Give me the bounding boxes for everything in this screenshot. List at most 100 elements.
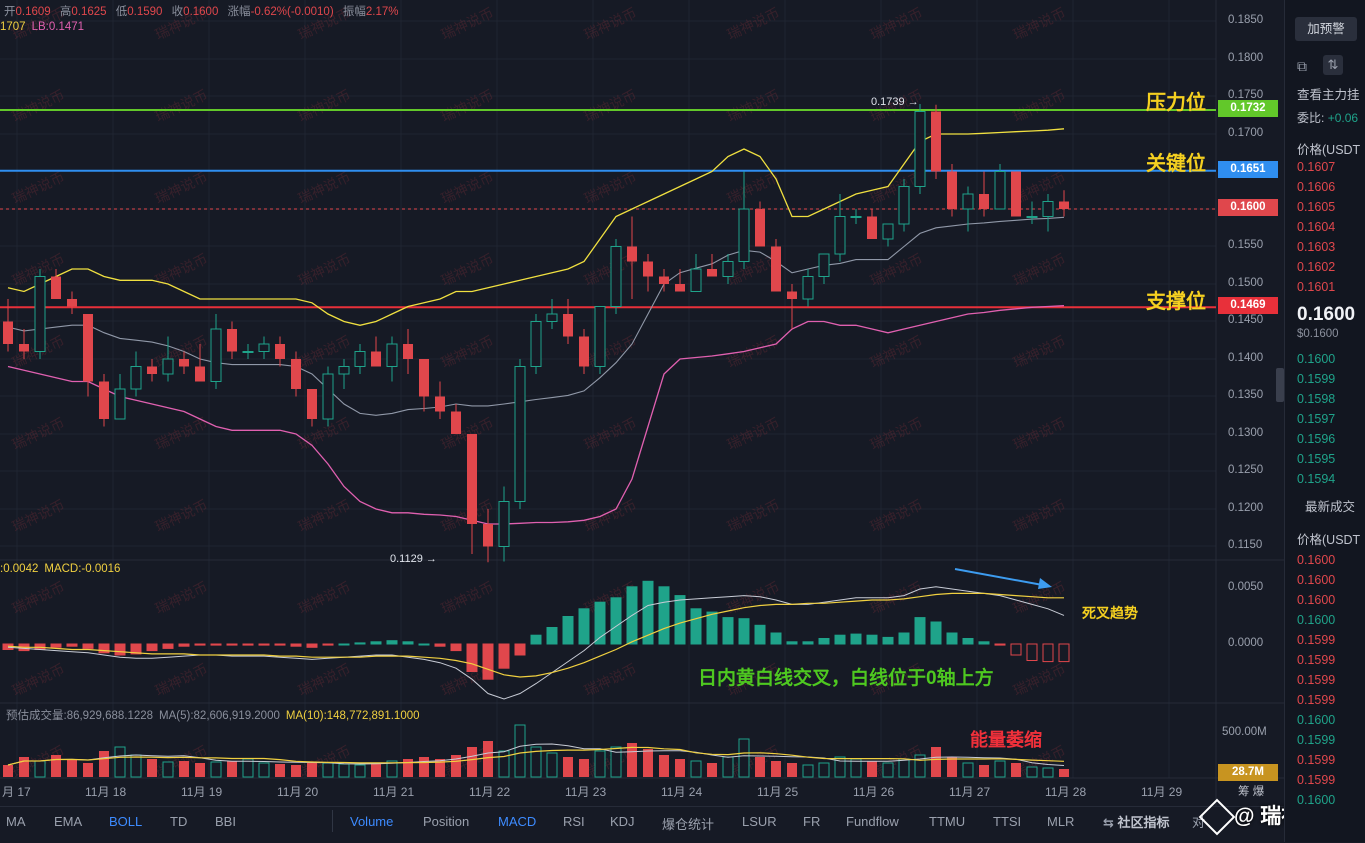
order-ratio: 委比: +0.06 (1297, 109, 1358, 126)
price-axis-tick: 0.1350 (1228, 389, 1264, 401)
candle-body (722, 261, 734, 277)
candle-body (114, 388, 126, 420)
low-label: 低 (115, 6, 128, 18)
ask-price[interactable]: 0.1606 (1297, 180, 1336, 194)
volume-bar (610, 746, 622, 778)
compare-button[interactable]: 对 (1192, 815, 1206, 830)
volume-bar (979, 765, 989, 777)
chart-area[interactable]: 瑞神说币 瑞神说币 瑞神说币 瑞神说币 瑞神说币 瑞神说币 瑞神说币 瑞神说币 瑞神说币 瑞神说币… (0, 0, 1284, 842)
macd-bar (354, 642, 366, 645)
ask-price[interactable]: 0.1605 (1297, 200, 1336, 214)
volume-bar (675, 759, 685, 777)
community-indicator-label: 社区指标 (1117, 815, 1170, 830)
bid-price[interactable]: 0.1595 (1297, 452, 1336, 466)
top-right-toggles[interactable]: 筹 爆 (1238, 786, 1265, 798)
candle-body (834, 216, 846, 255)
orderbook-mode-icon[interactable]: ⧉ (1297, 58, 1307, 74)
macd-bar (674, 595, 686, 645)
resistance-annotation: 压力位 (1146, 92, 1206, 114)
indicator-tab-td[interactable]: TD (170, 814, 188, 829)
date-axis-tick: 11月 21 (373, 785, 415, 799)
indicator-tab-3[interactable]: RSI (563, 814, 585, 829)
candle-body (227, 329, 237, 352)
candle-body (594, 306, 606, 367)
date-axis-tick: 11月 27 (949, 785, 991, 799)
indicator-tab-11[interactable]: MLR (1047, 814, 1075, 829)
ask-price[interactable]: 0.1601 (1297, 280, 1336, 294)
candle-body (51, 276, 61, 299)
trade-price: 0.1599 (1297, 633, 1336, 647)
boll-ub: 1707 (0, 21, 26, 33)
add-alert-button[interactable]: 加预警 (1295, 17, 1357, 41)
volume-bar (1026, 766, 1038, 778)
macd-bar (690, 608, 702, 645)
indicator-tab-ma[interactable]: MA (6, 814, 26, 829)
indicator-tab-10[interactable]: TTSI (993, 814, 1022, 829)
candle-body (787, 291, 797, 299)
ask-price[interactable]: 0.1604 (1297, 220, 1336, 234)
panel-collapse-handle[interactable] (1276, 368, 1284, 402)
volume-bar (210, 761, 222, 778)
date-axis-tick: 11月 24 (661, 785, 703, 799)
bid-price[interactable]: 0.1597 (1297, 412, 1336, 426)
candle-body (83, 314, 93, 382)
macd-bar (434, 643, 446, 647)
indicator-tab-6[interactable]: LSUR (742, 814, 777, 829)
indicator-tab-7[interactable]: FR (803, 814, 821, 829)
candle-body (610, 246, 622, 307)
ohlc-info: 开0.1609 高0.1625 低0.1590 收0.1600 涨幅-0.62%… (4, 3, 404, 19)
indicator-tab-boll[interactable]: BOLL (109, 814, 143, 829)
ask-price[interactable]: 0.1603 (1297, 240, 1336, 254)
volume-ma5: MA(5):82,606,919.2000 (159, 710, 280, 722)
indicator-tab-4[interactable]: KDJ (610, 814, 635, 829)
candle-body (690, 268, 702, 292)
ask-price-header: 价格(USDT (1297, 143, 1361, 157)
high-extreme-label: 0.1739 → (871, 96, 919, 108)
date-axis-tick: 11月 23 (565, 785, 607, 799)
indicator-tab-bbi[interactable]: BBI (215, 814, 236, 829)
macd-bar (146, 643, 158, 652)
bid-price[interactable]: 0.1594 (1297, 472, 1336, 486)
ask-price[interactable]: 0.1602 (1297, 260, 1336, 274)
main-order-link[interactable]: 查看主力挂 (1297, 88, 1360, 102)
volume-bar (931, 747, 941, 777)
indicator-tab-2[interactable]: MACD (498, 814, 537, 829)
indicator-tab-5[interactable]: 爆仓统计 (662, 817, 715, 832)
candle-body (147, 366, 157, 374)
high-label: 高 (59, 6, 72, 18)
candle-body (386, 343, 398, 367)
indicator-tab-9[interactable]: TTMU (929, 814, 966, 829)
candle-body (659, 276, 669, 284)
indicator-tab-0[interactable]: Volume (350, 814, 394, 829)
bid-price[interactable]: 0.1599 (1297, 372, 1336, 386)
date-axis-tick: 11月 22 (469, 785, 511, 799)
trade-price: 0.1599 (1297, 653, 1336, 667)
macd-bar (50, 643, 62, 648)
macd-bar (946, 632, 958, 645)
orderbook-split-icon[interactable]: ⇅ (1323, 55, 1343, 75)
candle-body (882, 223, 894, 240)
trade-price: 0.1599 (1297, 733, 1336, 747)
bid-price[interactable]: 0.1598 (1297, 392, 1336, 406)
price-axis-tick: 0.1800 (1228, 52, 1264, 64)
volume-bar (962, 762, 974, 778)
latest-trades-title[interactable]: 最新成交 (1305, 500, 1356, 514)
community-indicator-button[interactable]: ⇆ 社区指标 (1103, 812, 1170, 831)
indicator-tab-8[interactable]: Fundflow (846, 814, 899, 829)
bid-price[interactable]: 0.1596 (1297, 432, 1336, 446)
bid-price[interactable]: 0.1600 (1297, 352, 1336, 366)
low-value: 0.1590 (127, 6, 163, 18)
order-ratio-value: +0.06 (1327, 111, 1359, 125)
ask-price[interactable]: 0.1607 (1297, 160, 1336, 174)
indicator-tab-ema[interactable]: EMA (54, 814, 83, 829)
candle-body (850, 216, 862, 218)
macd-bar (962, 638, 974, 645)
macd-bar (274, 643, 286, 646)
candle-body (627, 246, 637, 262)
macd-info: :0.0042 MACD:-0.0016 (0, 563, 126, 575)
candle-body (403, 344, 413, 359)
volume-note-annotation: 能量萎缩 (970, 730, 1042, 750)
candle-body (563, 314, 573, 337)
indicator-tab-1[interactable]: Position (423, 814, 470, 829)
